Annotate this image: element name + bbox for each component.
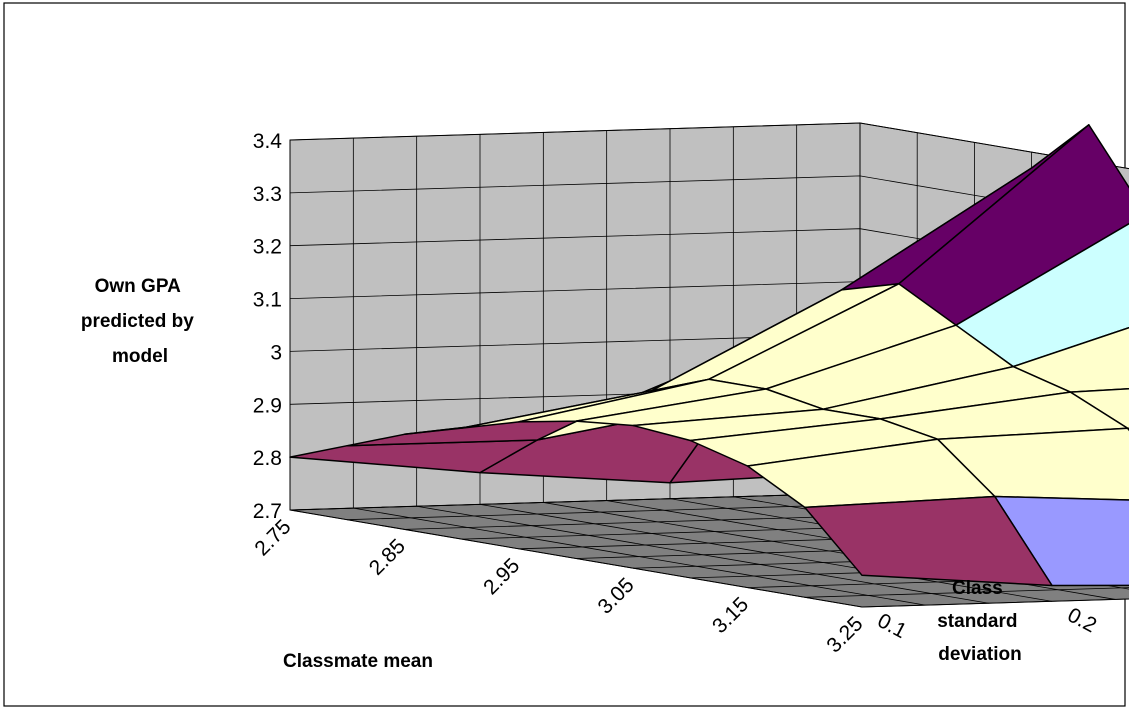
floor-gridline xyxy=(353,507,926,606)
z-tick-label: 2.7 xyxy=(253,500,282,523)
z-tick-label: 2.9 xyxy=(253,394,282,417)
z-axis-title-line3: model xyxy=(112,346,168,367)
z-tick-label: 2.8 xyxy=(253,447,282,470)
x-axis-title: Classmate mean xyxy=(283,651,433,672)
floor-gridline xyxy=(804,587,1129,598)
z-tick-label: 3.4 xyxy=(253,130,283,153)
z-axis-title-line2: predicted by xyxy=(81,311,194,332)
floor-gridline xyxy=(289,492,861,511)
y-axis-title-line1: Class xyxy=(952,578,1003,599)
floor-gridline xyxy=(479,503,1053,602)
y-axis-title-line2: standard xyxy=(937,611,1017,632)
floor-gridline xyxy=(416,505,989,604)
z-tick-label: 3.1 xyxy=(253,289,282,312)
surface-patch xyxy=(804,495,1053,587)
z-tick-label: 3 xyxy=(270,341,282,364)
y-axis-title-line3: deviation xyxy=(938,644,1021,665)
z-axis-title-line1: Own GPA xyxy=(95,276,181,297)
y-axis-title: Class standard deviation xyxy=(937,578,1023,665)
surface-plot xyxy=(289,124,1129,587)
z-tick-label: 3.3 xyxy=(253,183,282,206)
floor-gridline xyxy=(289,509,863,608)
floor-gridline xyxy=(861,598,1129,608)
z-tick-label: 3.2 xyxy=(253,236,282,259)
z-axis-title: Own GPA predicted by model xyxy=(81,276,199,367)
